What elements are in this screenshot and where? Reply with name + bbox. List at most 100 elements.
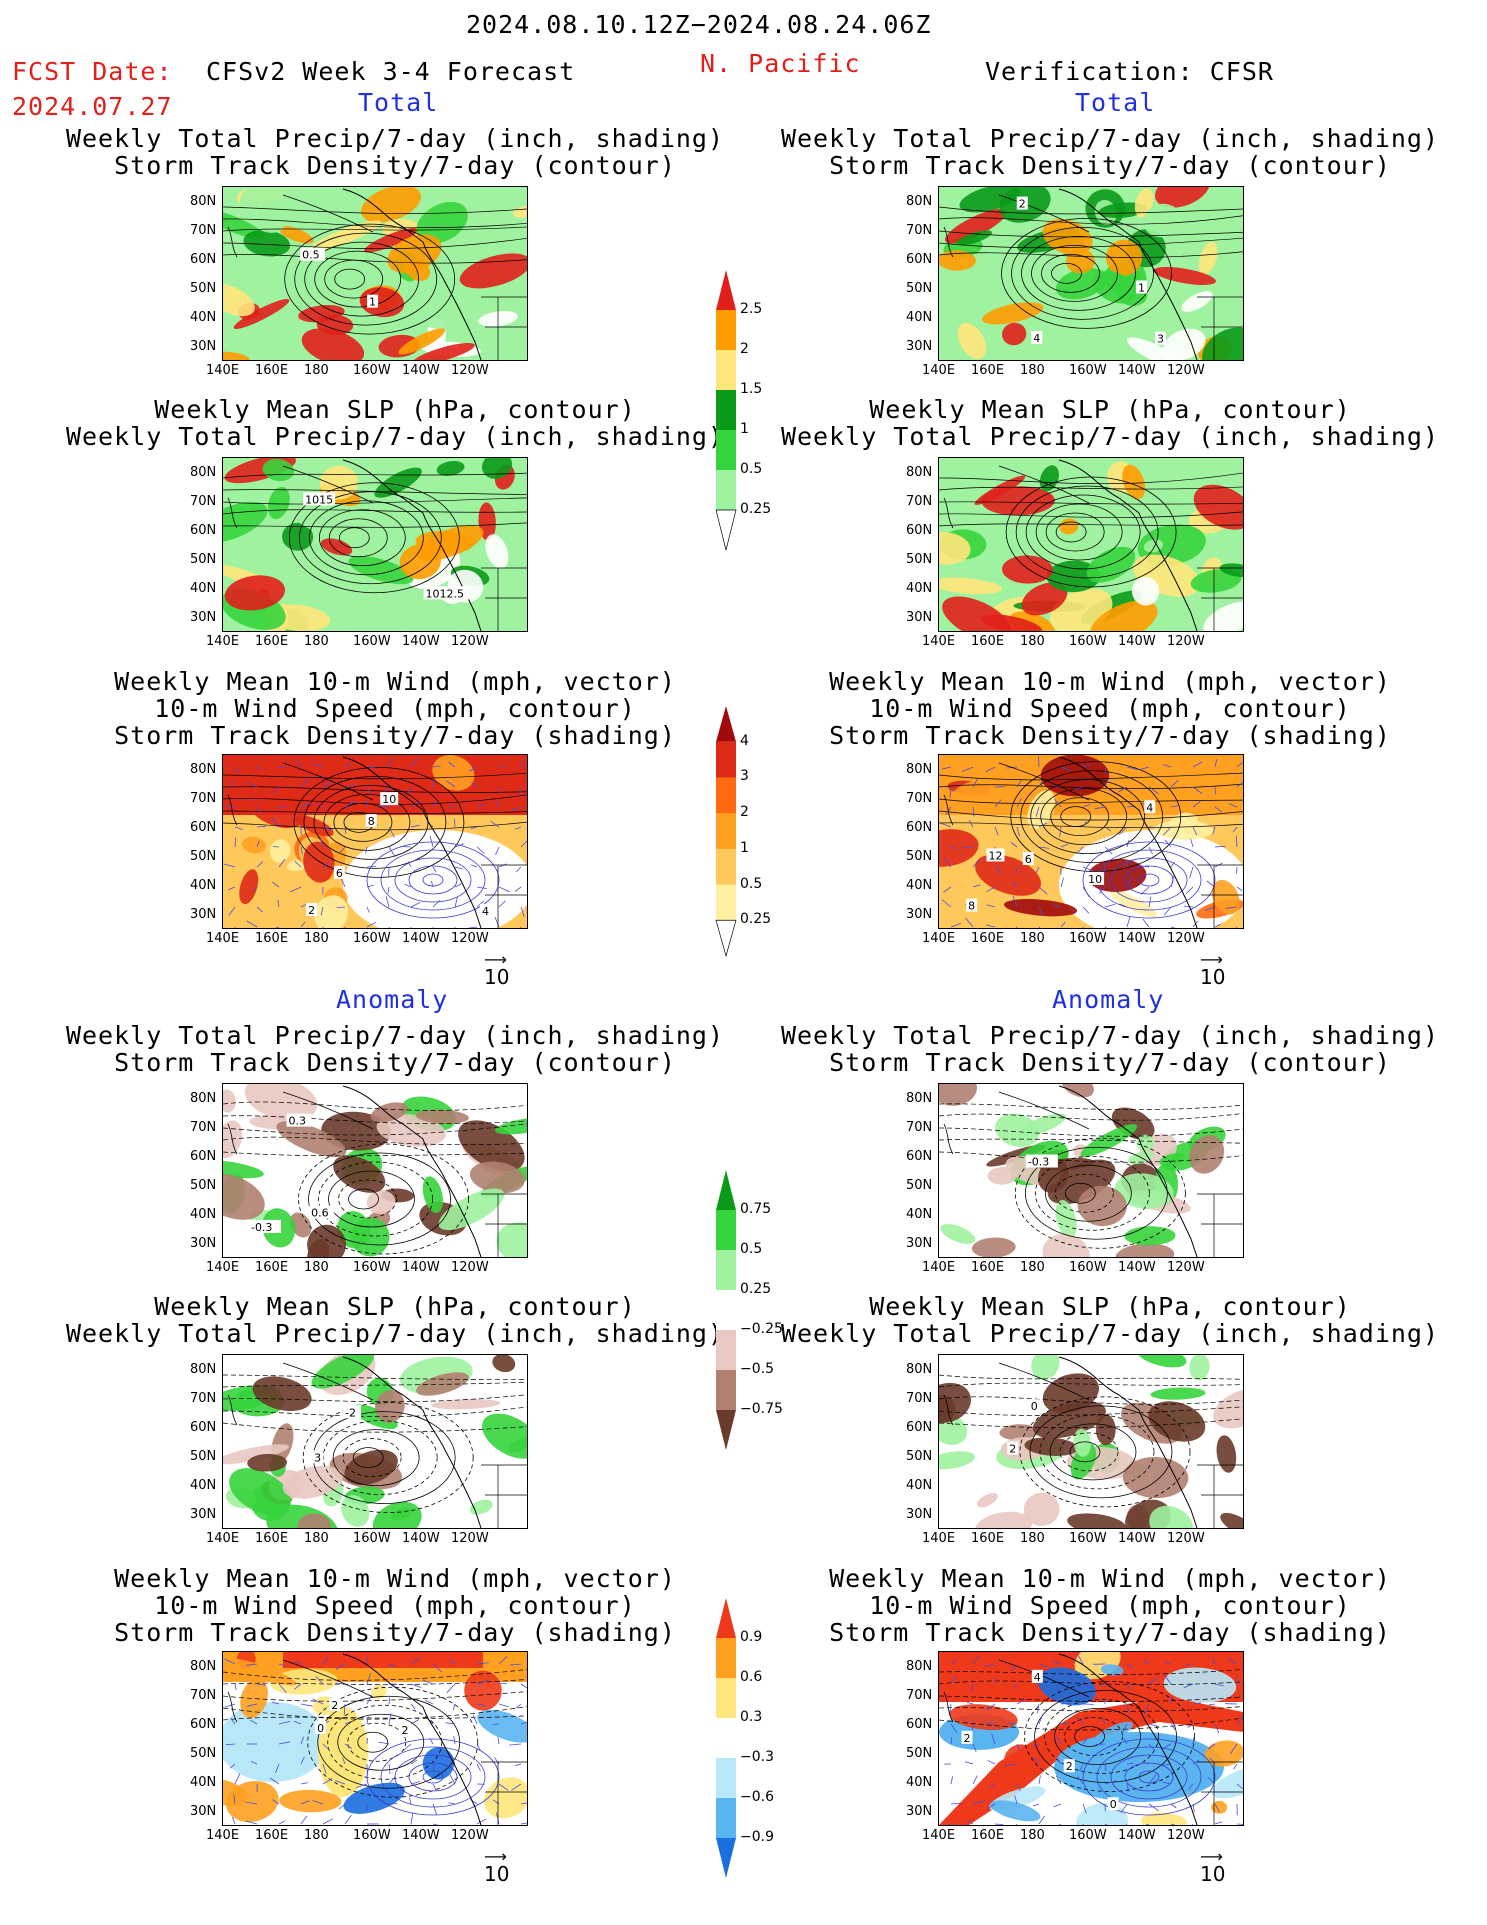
- lon-tick-label: 180: [1020, 634, 1045, 649]
- lat-tick-label: 80N: [190, 1091, 217, 1106]
- colorbar-label: 1: [740, 421, 749, 437]
- lon-tick-label: 180: [304, 1260, 329, 1275]
- contour-label: 0.6: [309, 1205, 335, 1220]
- panel-title-line: Weekly Total Precip/7-day (inch, shading…: [780, 422, 1440, 451]
- lon-tick-label: 140E: [206, 1531, 240, 1546]
- lon-tick-label: 160W: [1069, 931, 1107, 946]
- lon-tick-label: 180: [1020, 931, 1045, 946]
- map-ob-anom_precip: -0.3: [938, 1083, 1244, 1258]
- colorbar-label: 0.9: [740, 1629, 763, 1645]
- lon-tick-label: 140E: [206, 634, 240, 649]
- colorbar-label: 2: [740, 341, 749, 357]
- lat-tick-label: 40N: [906, 1478, 933, 1493]
- contour-label: 2: [306, 903, 318, 917]
- lon-tick-label: 160E: [971, 931, 1005, 946]
- svg-text:-0.3: -0.3: [1028, 1156, 1049, 1169]
- lon-tick-label: 160W: [1069, 363, 1107, 378]
- panel-title-ob-anom_wind: Weekly Mean 10-m Wind (mph, vector) 10-m …: [750, 1565, 1470, 1646]
- panel-title-line: Weekly Mean 10-m Wind (mph, vector): [829, 667, 1391, 696]
- colorbar-precip_total: [715, 270, 737, 551]
- lon-tick-label: 120W: [451, 1260, 489, 1275]
- lat-tick-label: 80N: [190, 762, 217, 777]
- lon-tick-label: 180: [304, 634, 329, 649]
- section-anomaly-right: Anomaly: [1052, 985, 1165, 1014]
- lon-tick-label: 160E: [971, 1828, 1005, 1843]
- panel-title-line: Storm Track Density/7-day (shading): [829, 1618, 1391, 1647]
- lon-tick-label: 160E: [255, 931, 289, 946]
- lon-tick-label: 160W: [1069, 1828, 1107, 1843]
- lon-tick-label: 140E: [922, 634, 956, 649]
- svg-text:3: 3: [314, 1451, 321, 1464]
- colorbar-segment: [716, 310, 736, 351]
- lon-tick-label: 120W: [451, 363, 489, 378]
- lon-tick-label: 140E: [922, 363, 956, 378]
- panel-title-fc-anom_slp: Weekly Mean SLP (hPa, contour) Weekly Tot…: [35, 1293, 755, 1347]
- vector-reference-arrow-icon: ⟶: [484, 950, 507, 969]
- map-field: 3 -2: [223, 1355, 527, 1528]
- lat-tick-label: 80N: [190, 194, 217, 209]
- colorbar-label: 0.3: [740, 1709, 763, 1725]
- panel-title-line: Weekly Total Precip/7-day (inch, shading…: [65, 1319, 725, 1348]
- panel-title-ob-anom_slp: Weekly Mean SLP (hPa, contour) Weekly Tot…: [750, 1293, 1470, 1347]
- svg-text:12: 12: [988, 849, 1002, 862]
- lat-tick-label: 60N: [190, 1717, 217, 1732]
- colorbar-label: 0.25: [740, 911, 772, 927]
- panel-title-line: Weekly Total Precip/7-day (inch, shading…: [65, 124, 725, 153]
- colorbar-label: 0.5: [740, 1241, 763, 1257]
- lon-tick-label: 140W: [1118, 634, 1156, 649]
- lat-tick-label: 70N: [906, 494, 933, 509]
- lon-tick-label: 140W: [402, 1828, 440, 1843]
- lon-tick-label: 140W: [1118, 363, 1156, 378]
- lat-tick-label: 40N: [906, 310, 933, 325]
- svg-text:3: 3: [1157, 333, 1164, 346]
- colorbar-segment: [716, 1370, 736, 1411]
- colorbar-precip_anom: [716, 1170, 736, 1450]
- lon-tick-label: 180: [304, 363, 329, 378]
- lon-tick-label: 160E: [255, 634, 289, 649]
- svg-text:8: 8: [968, 900, 975, 913]
- lat-tick-label: 40N: [190, 581, 217, 596]
- panel-title-line: 10-m Wind Speed (mph, contour): [154, 1591, 636, 1620]
- lat-tick-label: 30N: [190, 907, 217, 922]
- svg-text:0.6: 0.6: [311, 1207, 329, 1220]
- contour-label: 1: [1135, 280, 1147, 294]
- lat-tick-label: 50N: [906, 281, 933, 296]
- colorbar-label: 3: [740, 768, 749, 784]
- contour-label: 1012.5: [423, 586, 470, 600]
- colorbar-segment: [716, 350, 736, 391]
- contour-label: 4: [480, 903, 492, 918]
- lon-tick-label: 160E: [255, 1260, 289, 1275]
- forecast-name: CFSv2 Week 3-4 Forecast: [206, 57, 576, 86]
- lon-tick-label: 120W: [1167, 1531, 1205, 1546]
- panel-title-line: Storm Track Density/7-day (shading): [829, 721, 1391, 750]
- lon-tick-label: 160W: [353, 1260, 391, 1275]
- map-field: 1015 1012.5: [223, 458, 527, 631]
- contour-label: 2: [1007, 1441, 1019, 1456]
- lon-tick-label: 160E: [971, 363, 1005, 378]
- lon-tick-label: 140W: [1118, 1531, 1156, 1546]
- panel-title-line: Weekly Mean SLP (hPa, contour): [869, 1292, 1351, 1321]
- colorbar-segment: [715, 509, 737, 551]
- colorbar-segment: [716, 430, 736, 471]
- lat-tick-label: 50N: [906, 1746, 933, 1761]
- contour-label: 8: [365, 814, 377, 828]
- contour-label: 10: [380, 792, 399, 806]
- svg-text:8: 8: [368, 815, 375, 828]
- svg-text:0: 0: [317, 1722, 324, 1735]
- contour-label: 4: [1031, 1669, 1043, 1684]
- panel-title-fc-total_slp: Weekly Mean SLP (hPa, contour) Weekly Tot…: [35, 396, 755, 450]
- lat-tick-label: 50N: [906, 849, 933, 864]
- lat-tick-label: 80N: [190, 465, 217, 480]
- contour-label: 0: [1028, 1399, 1040, 1413]
- svg-text:1: 1: [1138, 281, 1145, 294]
- lat-tick-label: 70N: [906, 1688, 933, 1703]
- svg-text:1012.5: 1012.5: [426, 587, 465, 600]
- lat-tick-label: 70N: [906, 223, 933, 238]
- lat-tick-label: 30N: [906, 1236, 933, 1251]
- lon-tick-label: 160E: [971, 634, 1005, 649]
- contour-label: 3: [1155, 331, 1167, 346]
- lat-tick-label: 60N: [190, 252, 217, 267]
- lat-tick-label: 60N: [906, 1717, 933, 1732]
- lon-tick-label: 140W: [402, 634, 440, 649]
- contour-label: 2: [399, 1722, 411, 1737]
